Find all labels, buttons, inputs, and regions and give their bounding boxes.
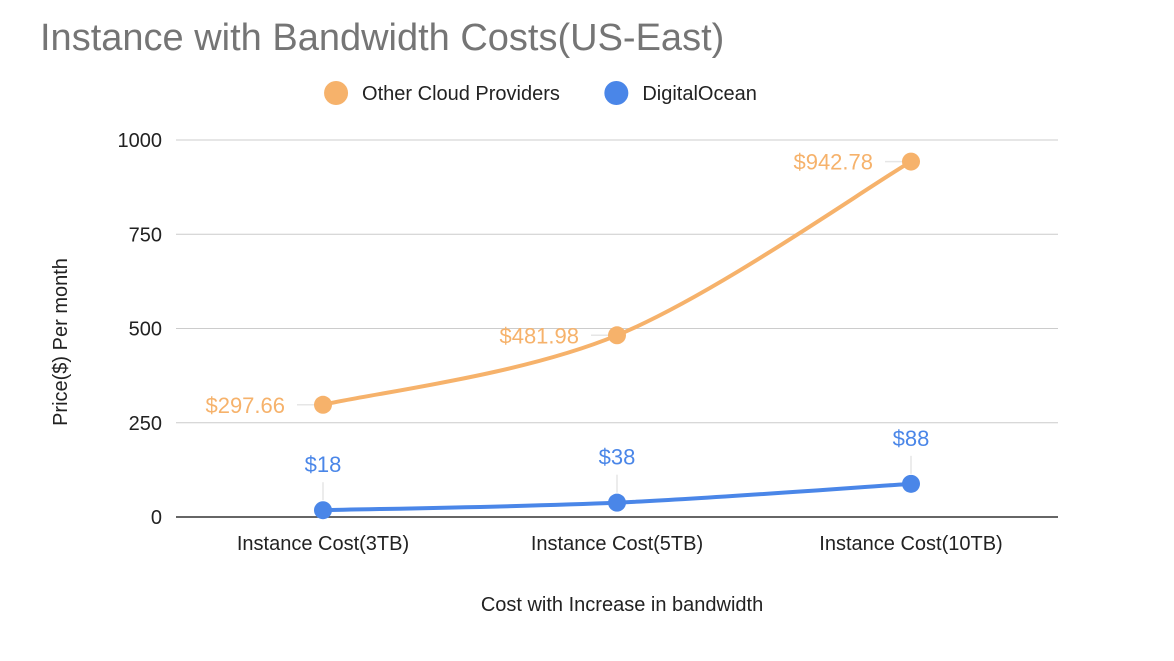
series-layer: $297.66 $481.98 $942.78 $18 $38 $88 [205,150,929,520]
series-1: $18 $38 $88 [305,426,930,520]
y-tick-label: 750 [129,224,162,246]
y-tick-label: 500 [129,319,162,341]
chart-title: Instance with Bandwidth Costs(US-East) [40,17,724,59]
data-label: $88 [893,426,930,451]
x-tick-label: Instance Cost(10TB) [819,533,1002,555]
legend-label: DigitalOcean [642,83,757,105]
y-axis-ticks: 0 250 500 750 1000 [118,130,163,529]
data-label: $481.98 [499,323,579,348]
legend-item[interactable]: Other Cloud Providers [324,81,560,105]
data-point[interactable] [314,395,332,414]
series-line [321,159,913,407]
series-0: $297.66 $481.98 $942.78 [205,150,920,418]
data-label: $18 [305,452,342,477]
legend-marker [324,81,349,105]
legend-label: Other Cloud Providers [362,83,560,105]
data-point[interactable] [608,326,626,345]
x-axis-ticks: Instance Cost(3TB) Instance Cost(5TB) Inst… [237,533,1003,555]
data-label: $942.78 [793,150,873,175]
x-axis-label: Cost with Increase in bandwidth [481,594,763,616]
legend-marker [604,81,629,105]
legend[interactable]: Other Cloud Providers DigitalOcean [324,81,757,105]
data-label: $297.66 [205,393,285,418]
y-axis-label: Price($) Per month [50,258,72,426]
x-tick-label: Instance Cost(3TB) [237,533,409,555]
data-point[interactable] [608,493,626,512]
y-tick-label: 0 [151,507,162,529]
data-label: $38 [599,445,636,470]
x-tick-label: Instance Cost(5TB) [531,533,703,555]
data-point[interactable] [314,501,332,520]
y-tick-label: 250 [129,413,162,435]
data-point[interactable] [902,474,920,493]
y-tick-label: 1000 [118,130,163,152]
legend-item[interactable]: DigitalOcean [604,81,757,105]
data-point[interactable] [902,152,920,171]
